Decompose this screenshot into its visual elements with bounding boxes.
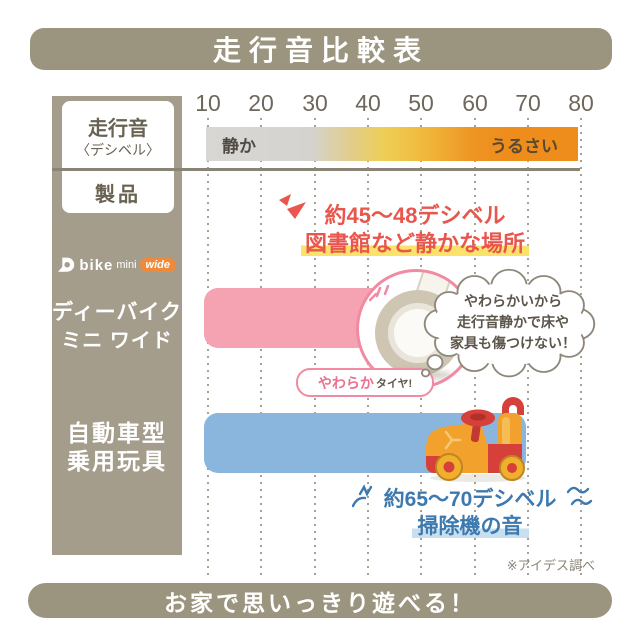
axis-tick-10: 10 [195, 90, 221, 116]
soft-tire-label-rest: タイヤ! [375, 377, 413, 390]
row-header-box [62, 101, 174, 213]
logo-bike-text: bike [79, 256, 114, 274]
product1-comparison: 図書館など静かな場所 [300, 231, 529, 256]
product2-comparison: 掃除機の音 [411, 515, 529, 538]
callout-line1: やわらかいから [464, 293, 562, 309]
product1-callout-text: やわらかいから 走行音静かで床や 家具も傷つけない！ [438, 291, 588, 354]
red-arrow-icon [279, 194, 306, 219]
axis-tick-60: 60 [462, 90, 488, 116]
soft-tire-label: やわらか タイヤ! [296, 368, 434, 397]
noise-squiggle-left-icon [352, 484, 373, 508]
product1-name-line1: ディーバイク [52, 301, 182, 324]
scale-loud-label: うるさい [490, 136, 558, 156]
product2-db-range: 約65〜70デシベル [383, 488, 557, 511]
emphasis-marks-icon [368, 284, 390, 302]
row-header-sound: 走行音 [88, 118, 148, 140]
footer-banner: お家で思いっきり遊べる！ [28, 583, 612, 618]
logo-mini-text: mini [116, 259, 137, 271]
axis-tick-70: 70 [515, 90, 541, 116]
footer-text: お家で思いっきり遊べる！ [164, 589, 476, 616]
axis-tick-30: 30 [302, 90, 328, 116]
scale-quiet-label: 静か [222, 136, 256, 156]
noise-squiggle-right-icon [566, 486, 593, 506]
source-note: ※アイデス調べ [506, 558, 595, 573]
page-title-text: 走行音比較表 [212, 35, 429, 66]
product2-name-line2: 乗用玩具 [67, 448, 167, 474]
row-divider-line [52, 168, 580, 171]
axis-tick-50: 50 [408, 90, 434, 116]
logo-wide-badge: wide [139, 258, 176, 272]
page-title: 走行音比較表 [30, 28, 612, 70]
row-header-decibel: 〈デシベル〉 [76, 142, 160, 158]
axis-tick-20: 20 [248, 90, 274, 116]
axis-tick-80: 80 [568, 90, 594, 116]
dbike-d-icon [58, 257, 75, 272]
product1-name-line2: ミニ ワイド [61, 330, 173, 352]
callout-line3: 家具も傷つけない！ [450, 335, 576, 351]
speech-bubble [420, 268, 596, 378]
decibel-gradient-scale: 静か うるさい [206, 127, 578, 161]
axis-tick-40: 40 [355, 90, 381, 116]
row-header-product: 製品 [95, 184, 141, 206]
ride-on-car-illustration [426, 397, 526, 482]
callout-line2: 走行音静かで床や [457, 314, 569, 330]
gridline-10 [207, 118, 209, 576]
dbike-logo: bike mini wide [58, 252, 176, 278]
product2-name-line1: 自動車型 [67, 420, 167, 446]
soft-tire-label-em: やわらか [317, 374, 374, 391]
product1-db-range: 約45〜48デシベル [324, 203, 506, 228]
product2-annotation: 約65〜70デシベル 掃除機の音 [355, 487, 585, 540]
product1-annotation: 約45〜48デシベル 図書館など静かな場所 [260, 202, 570, 258]
